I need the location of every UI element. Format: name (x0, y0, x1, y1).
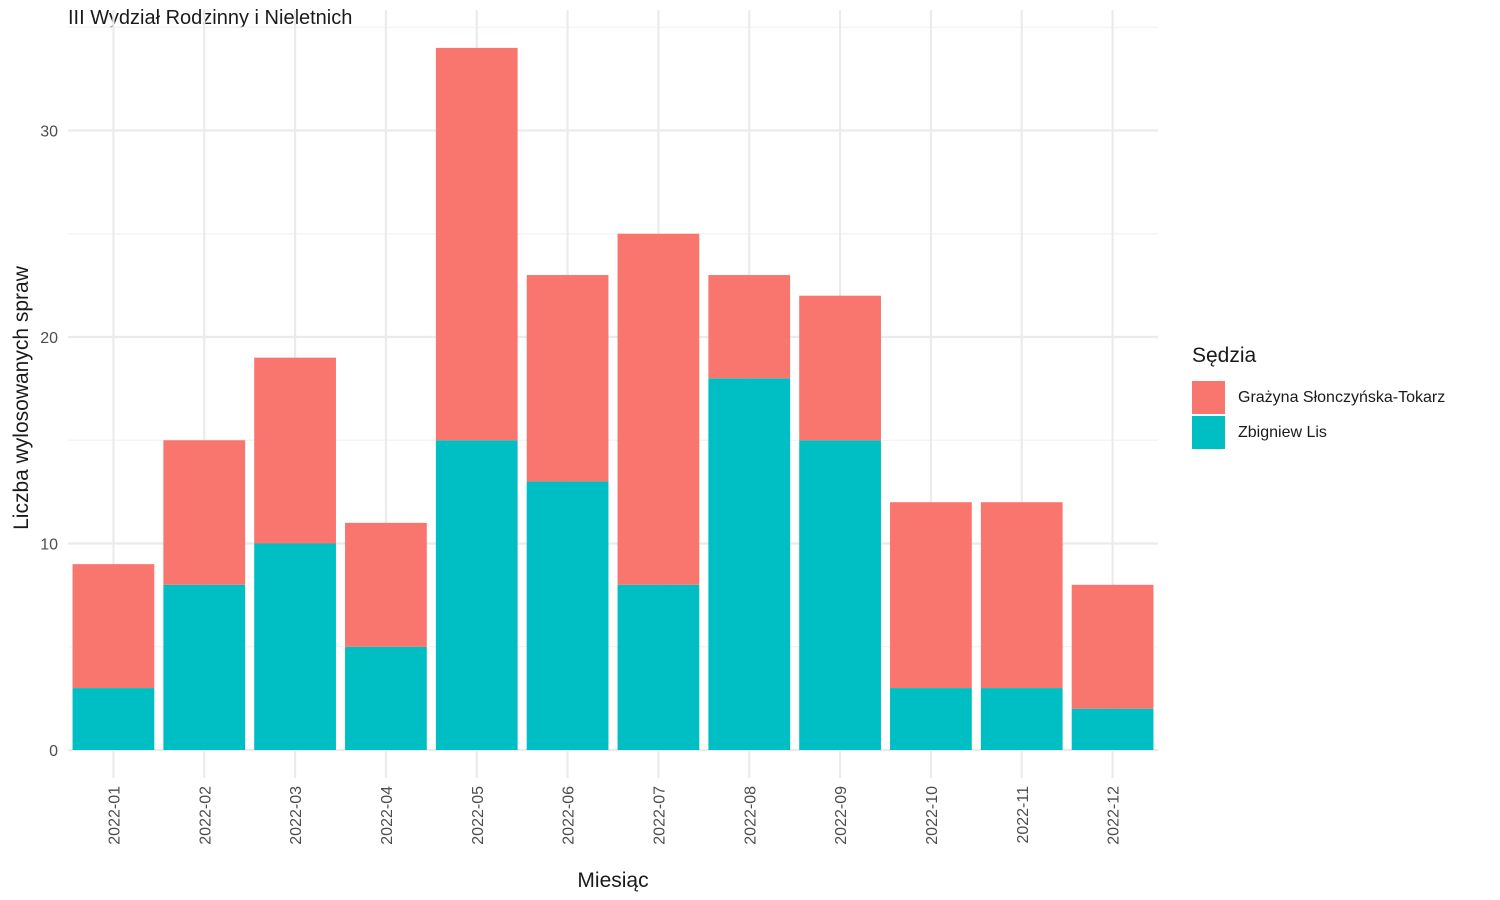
legend-item-zbigniew: Zbigniew Lis (1192, 415, 1445, 450)
x-tick-label: 2022-03 (288, 786, 305, 845)
y-tick-label: 10 (40, 537, 58, 554)
bar-segment-grazyna (254, 357, 336, 544)
legend-title: Sędzia (1192, 344, 1257, 367)
x-tick-label: 2022-09 (833, 786, 850, 845)
x-tick-label: 2022-05 (470, 786, 487, 845)
legend-label: Grażyna Słonczyńska-Tokarz (1238, 388, 1446, 406)
chart-title: III Wydział Rodzinny i Nieletnich (68, 7, 353, 29)
bar-segment-zbigniew (980, 688, 1063, 750)
bar-segment-zbigniew (799, 440, 881, 750)
bar-segment-zbigniew (435, 440, 518, 750)
x-tick-label: 2022-10 (924, 786, 941, 845)
bar-segment-zbigniew (1071, 708, 1154, 750)
x-tick-label: 2022-12 (1106, 786, 1123, 845)
y-tick-label: 20 (40, 330, 58, 347)
x-tick-label: 2022-02 (197, 786, 214, 845)
bar-segment-grazyna (435, 47, 518, 441)
bar-segment-grazyna (980, 502, 1063, 689)
bar-segment-grazyna (345, 522, 427, 647)
y-tick-label: 30 (40, 124, 58, 141)
x-tick-label: 2022-07 (651, 786, 668, 845)
bar-segment-zbigniew (163, 584, 246, 750)
bar-segment-grazyna (1071, 584, 1154, 709)
y-axis-label: Liczba wylosowanych spraw (10, 265, 33, 530)
minor-gridlines (68, 26, 1158, 648)
bar-segment-grazyna (890, 502, 972, 689)
bar-segment-grazyna (799, 295, 881, 441)
bar-segment-grazyna (526, 275, 609, 482)
bar-segment-grazyna (163, 440, 246, 585)
bar-segment-grazyna (708, 275, 791, 379)
bar-segment-zbigniew (890, 688, 972, 750)
x-tick-label: 2022-06 (561, 786, 578, 845)
y-tick-labels: 0 10 20 30 (40, 124, 58, 761)
legend-item-grazyna: Grażyna Słonczyńska-Tokarz (1192, 380, 1445, 415)
x-tick-label: 2022-11 (1015, 786, 1032, 844)
bar-segment-zbigniew (617, 584, 700, 750)
x-tick-label: 2022-01 (106, 786, 123, 845)
legend-swatch-zbigniew (1192, 416, 1225, 449)
legend: Sędzia Grażyna Słonczyńska-Tokarz Zbigni… (1192, 344, 1445, 450)
bar-segment-grazyna (617, 233, 700, 585)
bar-segment-zbigniew (72, 688, 155, 750)
x-axis-label: Miesiąc (577, 869, 648, 892)
bar-segment-zbigniew (526, 481, 609, 750)
bar-segment-zbigniew (254, 543, 336, 750)
bar-segment-zbigniew (345, 646, 427, 750)
x-tick-label: 2022-04 (379, 786, 396, 845)
legend-swatch-grazyna (1192, 381, 1225, 414)
x-tick-label: 2022-08 (742, 786, 759, 845)
bar-segment-grazyna (72, 564, 155, 689)
x-tick-labels: 2022-01 2022-02 2022-03 2022-04 2022-05 2022-… (106, 786, 1122, 845)
legend-label: Zbigniew Lis (1238, 423, 1327, 441)
y-tick-label: 0 (49, 743, 58, 760)
bars (72, 47, 1154, 750)
bar-segment-zbigniew (708, 378, 791, 750)
